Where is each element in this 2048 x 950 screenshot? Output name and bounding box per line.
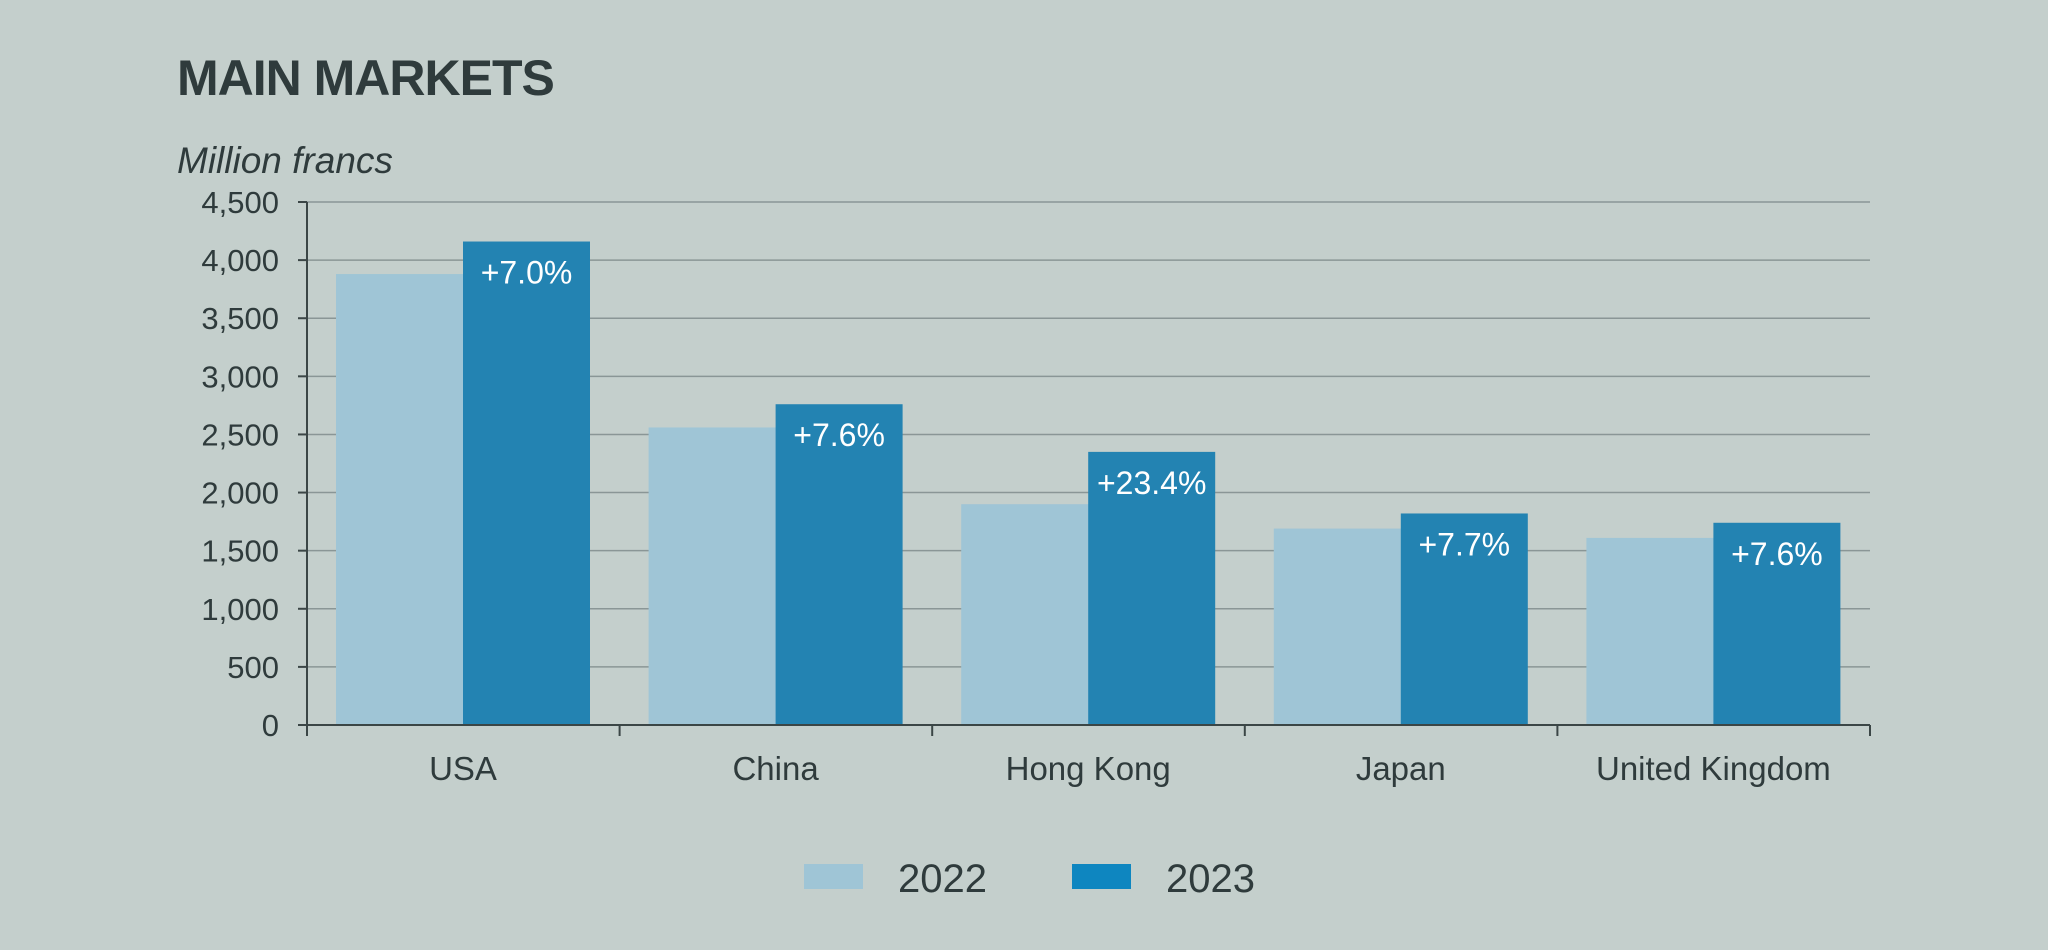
y-tick-label: 1,500 <box>201 534 279 569</box>
bar-2022-china <box>648 427 777 725</box>
bar-2023-united-kingdom <box>1713 522 1841 725</box>
bar-2022-usa <box>336 274 464 725</box>
bar-2022-japan <box>1273 528 1402 725</box>
bar-2022-united-kingdom <box>1586 537 1714 725</box>
chart-title: MAIN MARKETS <box>177 50 554 106</box>
legend-swatch-2023 <box>1072 864 1131 889</box>
legend-label-2023: 2023 <box>1166 857 1255 901</box>
y-tick-label: 3,000 <box>201 359 279 394</box>
y-tick-label: 1,000 <box>201 592 279 627</box>
bar-2023-japan <box>1400 513 1528 725</box>
y-tick-label: 3,500 <box>201 301 279 336</box>
bar-2023-usa <box>463 241 590 725</box>
axes: 0 500 1,000 1,500 2,000 2,500 3,000 3,500 4,000 4… <box>201 185 1871 787</box>
data-label: +7.6% <box>1731 536 1823 572</box>
data-label: +7.6% <box>793 417 885 453</box>
bar-2023-china <box>775 404 903 725</box>
data-label: +7.0% <box>481 255 573 291</box>
data-label: +23.4% <box>1097 465 1206 501</box>
legend-swatch-2022 <box>804 864 863 889</box>
legend: 2022 2023 <box>804 857 1255 901</box>
y-tick-label: 2,500 <box>201 417 279 452</box>
data-label: +7.7% <box>1418 526 1510 562</box>
x-tick-label: Japan <box>1356 750 1446 787</box>
bar-2023-hong-kong <box>1088 451 1216 725</box>
y-tick-label: 2,000 <box>201 476 279 511</box>
data-labels: +7.0% +7.6% +23.4% +7.7% +7.6% <box>481 255 1823 572</box>
x-tick-label: USA <box>429 750 497 787</box>
bars <box>336 241 1841 725</box>
y-tick-label: 4,500 <box>201 185 279 220</box>
x-tick-label: United Kingdom <box>1596 750 1831 787</box>
bar-2022-hong-kong <box>961 504 1089 725</box>
x-tick-label: China <box>732 750 819 787</box>
unit-label: Million francs <box>177 140 393 181</box>
x-tick-label: Hong Kong <box>1006 750 1171 787</box>
y-tick-label: 0 <box>262 708 279 743</box>
y-tick-label: 4,000 <box>201 243 279 278</box>
y-tick-label: 500 <box>227 650 279 685</box>
legend-label-2022: 2022 <box>898 857 987 901</box>
